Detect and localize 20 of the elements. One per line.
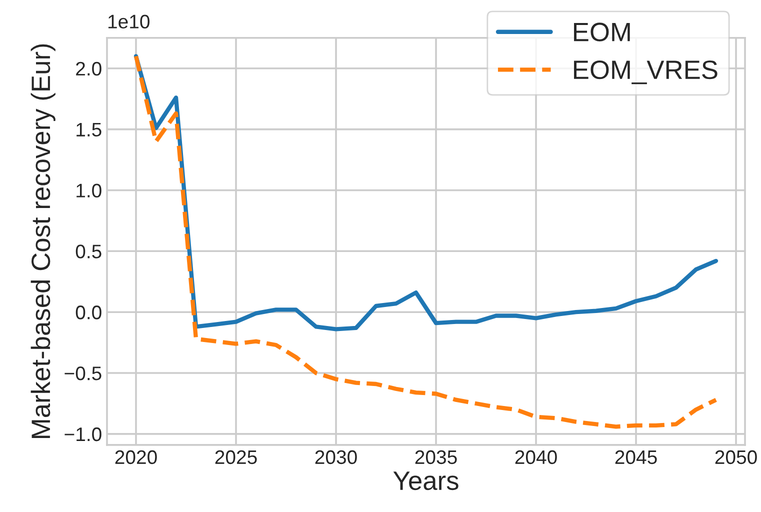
x-tick-label: 2040 (515, 450, 557, 464)
x-tick-label: 2045 (615, 450, 657, 464)
y-tick-label: −0.5 (64, 366, 102, 380)
x-tick-label: 2050 (715, 450, 757, 464)
y-tick-label: 1.0 (76, 184, 102, 198)
x-tick-label: 2035 (415, 450, 457, 464)
legend-label: EOM_VRES (574, 60, 718, 84)
legend-label: EOM (574, 22, 630, 42)
x-tick-label: 2020 (115, 450, 157, 464)
y-tick-label: 1.5 (76, 122, 102, 137)
line-series (134, 54, 718, 429)
text: 1e10 (108, 14, 150, 28)
x-tick-label: 2025 (215, 450, 257, 464)
y-tick-label: 0.5 (76, 244, 102, 258)
y-axis-title: Market-based Cost recovery (Eur) (30, 44, 56, 438)
y-tick-label: −1.0 (64, 427, 102, 442)
x-axis-title: Years (393, 472, 458, 490)
y-tick-label: 2.0 (76, 62, 102, 76)
x-tick-label: 2030 (315, 450, 357, 464)
y-tick-label: 0.0 (76, 306, 102, 320)
